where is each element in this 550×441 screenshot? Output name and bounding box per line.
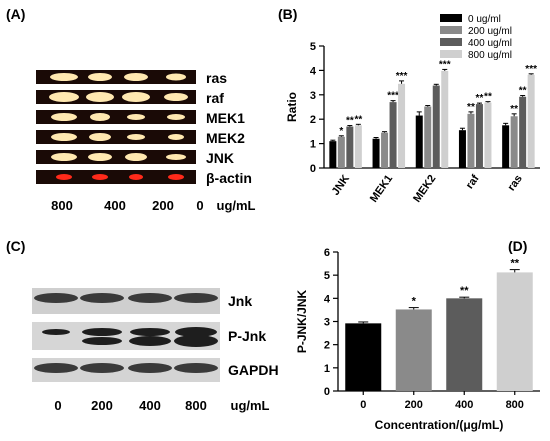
chart-d-y-tick-label: 3 xyxy=(324,317,330,329)
chart-b-bar xyxy=(484,102,492,168)
panel-d-label: (D) xyxy=(508,238,528,254)
chart-b-legend-swatch xyxy=(440,50,462,58)
gel-a-label-jnk: JNK xyxy=(206,150,235,166)
panel-a-gel xyxy=(36,70,196,184)
chart-b-x-tick-label: MEK1 xyxy=(368,173,395,205)
chart-b-sig-label: ** xyxy=(467,102,475,113)
chart-d-y-label: P-JNK/JNK xyxy=(295,290,309,354)
chart-b-sig-label: *** xyxy=(387,91,399,102)
blot-c-conc-200: 200 xyxy=(91,398,113,413)
panel-c-blot xyxy=(32,288,220,382)
chart-b-sig-label: *** xyxy=(525,64,537,75)
chart-b-bar xyxy=(502,125,510,168)
chart-d-x-tick-label: 0 xyxy=(360,399,366,411)
chart-b-y-tick-label: 0 xyxy=(310,163,316,175)
panel-b-label: (B) xyxy=(278,6,298,22)
chart-b-sig-label: ** xyxy=(476,93,484,104)
chart-d-y-tick-label: 5 xyxy=(324,270,330,282)
gel-a-conc-unit: ug/mL xyxy=(216,198,256,213)
chart-b-bar xyxy=(424,106,432,168)
chart-d: 0 1 2 3 4 5 6 P-JNK/JNK 0 * 200 ** 400 ** 800Concentra… xyxy=(295,247,540,432)
chart-d-y-tick-label: 4 xyxy=(324,293,331,305)
panel-c-label: (C) xyxy=(6,238,26,254)
blot-c-label-gapdh: GAPDH xyxy=(228,362,279,378)
chart-d-y-tick-label: 0 xyxy=(324,386,330,398)
chart-d-bar xyxy=(395,309,432,391)
chart-b-bar xyxy=(467,113,475,168)
chart-b-legend-swatch xyxy=(440,26,462,34)
blot-c-conc-unit: ug/mL xyxy=(230,398,270,413)
blot-c-conc-400: 400 xyxy=(139,398,161,413)
chart-b-y-tick-label: 3 xyxy=(310,90,316,102)
chart-b-sig-label: * xyxy=(339,126,343,137)
chart-b-bar xyxy=(372,138,380,168)
chart-d-y-tick-label: 6 xyxy=(324,247,330,259)
chart-b-bar xyxy=(458,130,466,168)
chart-b-bar xyxy=(381,132,389,168)
chart-b-bar xyxy=(354,125,362,168)
blot-c-label-pjnk: P-Jnk xyxy=(228,328,267,344)
panel-a-label: (A) xyxy=(6,6,26,22)
chart-b-bar xyxy=(389,102,397,168)
chart-b-sig-label: ** xyxy=(510,104,518,115)
chart-b-bar xyxy=(346,126,354,168)
chart-b-legend-swatch xyxy=(440,14,462,22)
chart-b-y-label: Ratio xyxy=(285,92,299,122)
chart-b-bar xyxy=(415,115,423,168)
chart-d-sig-label: * xyxy=(412,296,417,308)
chart-b-bar xyxy=(329,141,337,168)
chart-d-y-tick-label: 1 xyxy=(324,363,330,375)
chart-d-bar xyxy=(446,298,483,391)
chart-d-x-tick-label: 400 xyxy=(455,399,473,411)
chart-d-x-tick-label: 800 xyxy=(506,399,524,411)
chart-d-bar xyxy=(345,323,382,391)
gel-a-label-ras: ras xyxy=(206,70,228,86)
gel-a-conc-800: 800 xyxy=(51,198,73,213)
blot-c-conc-0: 0 xyxy=(54,398,62,413)
chart-b-bar xyxy=(475,104,483,168)
chart-b-y-tick-label: 2 xyxy=(310,114,316,126)
gel-a-conc-400: 400 xyxy=(104,198,126,213)
gel-a-label-actin: β-actin xyxy=(206,170,252,186)
chart-b-x-tick-label: raf xyxy=(464,173,482,192)
blot-c-conc-800: 800 xyxy=(185,398,207,413)
chart-b-bar xyxy=(519,96,527,168)
chart-b-sig-label: ** xyxy=(519,86,527,97)
chart-b-y-tick-label: 4 xyxy=(310,65,317,77)
blot-c-label-jnk: Jnk xyxy=(228,293,253,309)
chart-b-sig-label: ** xyxy=(346,116,354,127)
chart-d-sig-label: ** xyxy=(460,285,469,297)
chart-b-sig-label: *** xyxy=(396,71,408,82)
gel-a-label-raf: raf xyxy=(206,90,224,106)
chart-d-x-tick-label: 200 xyxy=(405,399,423,411)
chart-b-legend-label: 400 ug/ml xyxy=(468,38,512,49)
chart-b-legend-label: 800 ug/ml xyxy=(468,50,512,61)
gel-a-conc-0: 0 xyxy=(196,198,204,213)
chart-b-sig-label: ** xyxy=(484,92,492,103)
chart-b-bar xyxy=(398,83,406,168)
chart-b-x-tick-label: ras xyxy=(506,173,525,193)
chart-b-bar xyxy=(510,116,518,168)
chart-b-x-tick-label: MEK2 xyxy=(411,173,438,205)
chart-d-bar xyxy=(496,272,533,391)
gel-a-conc-200: 200 xyxy=(152,198,174,213)
chart-b-bar xyxy=(432,85,440,168)
gel-a-label-mek2: MEK2 xyxy=(206,130,245,146)
chart-d-sig-label: ** xyxy=(510,258,519,270)
chart-d-x-label: Concentration/(μg/mL) xyxy=(375,418,504,432)
chart-b-legend-label: 200 ug/ml xyxy=(468,26,512,37)
chart-b-bar xyxy=(527,74,535,168)
chart-b-sig-label: *** xyxy=(439,59,451,70)
chart-b-bar xyxy=(337,136,345,168)
chart-b-bar xyxy=(441,70,449,168)
chart-b-y-tick-label: 5 xyxy=(310,41,316,53)
chart-b-sig-label: ** xyxy=(354,114,362,125)
chart-d-y-tick-label: 2 xyxy=(324,340,330,352)
chart-b-legend-label: 0 ug/ml xyxy=(468,14,501,25)
gel-a-label-mek1: MEK1 xyxy=(206,110,245,126)
chart-b-y-tick-label: 1 xyxy=(310,139,316,151)
chart-b-x-tick-label: JNK xyxy=(330,173,352,198)
chart-b-legend-swatch xyxy=(440,38,462,46)
